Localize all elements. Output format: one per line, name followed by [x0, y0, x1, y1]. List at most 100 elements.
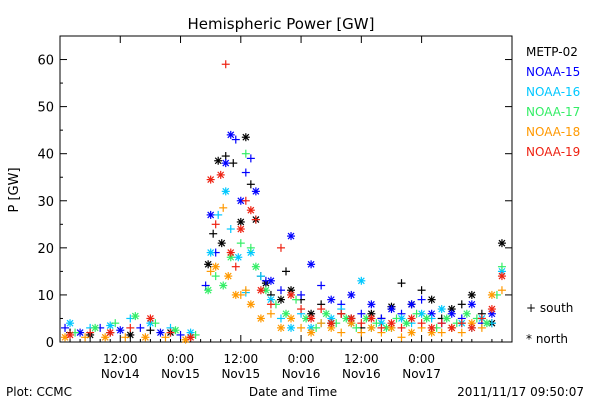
data-point-south	[276, 243, 285, 252]
x-tick-time-label: 0:00	[167, 352, 194, 366]
marker-legend-south: + south	[526, 301, 573, 315]
data-point-north	[141, 333, 150, 342]
y-tick-label: 40	[37, 148, 54, 163]
plot-frame	[59, 35, 513, 343]
data-point-south	[241, 196, 250, 205]
data-point-north	[407, 314, 416, 323]
data-point-south	[457, 319, 466, 328]
data-point-north	[347, 314, 356, 323]
data-point-north	[276, 323, 285, 332]
data-point-north	[241, 133, 250, 142]
data-point-north	[367, 314, 376, 323]
data-point-south	[151, 319, 160, 328]
data-point-south	[397, 333, 406, 342]
legend-entry: NOAA-16	[526, 85, 580, 99]
data-point-south	[317, 319, 326, 328]
y-tick-label: 60	[37, 54, 54, 69]
data-point-north	[66, 330, 75, 339]
data-point-south	[246, 180, 255, 189]
data-point-south	[337, 328, 346, 337]
data-point-south	[292, 295, 301, 304]
data-point-south	[477, 323, 486, 332]
data-point-north	[186, 333, 195, 342]
data-point-north	[276, 295, 285, 304]
data-point-south	[337, 309, 346, 318]
data-point-south	[166, 328, 175, 337]
data-point-south	[357, 309, 366, 318]
data-point-north	[407, 328, 416, 337]
data-point-north	[427, 295, 436, 304]
data-point-north	[442, 314, 451, 323]
data-point-north	[131, 312, 140, 321]
data-point-south	[497, 286, 506, 295]
y-tick-label: 50	[37, 101, 54, 116]
data-point-north	[287, 290, 296, 299]
data-point-south	[397, 279, 406, 288]
x-tick-time-label: 0:00	[288, 352, 315, 366]
data-point-south	[377, 323, 386, 332]
data-point-north	[251, 262, 260, 271]
data-point-north	[422, 314, 431, 323]
data-point-north	[487, 305, 496, 314]
data-point-north	[206, 210, 215, 219]
data-point-south	[297, 290, 306, 299]
data-point-south	[61, 323, 70, 332]
y-tick-label: 20	[37, 242, 54, 257]
data-point-south	[437, 319, 446, 328]
data-point-south	[214, 210, 223, 219]
legend-entry: METP-02	[526, 45, 578, 59]
data-point-south	[176, 330, 185, 339]
chart-title: Hemispheric Power [GW]	[188, 15, 375, 33]
data-point-south	[282, 267, 290, 276]
data-point-south	[231, 135, 240, 144]
data-point-south	[372, 319, 381, 328]
data-point-south	[417, 295, 426, 304]
data-point-north	[226, 130, 235, 139]
data-point-south	[126, 323, 135, 332]
data-point-north	[204, 286, 213, 295]
data-point-north	[221, 159, 230, 168]
data-point-south	[236, 290, 245, 299]
data-point-north	[447, 323, 456, 332]
data-point-north	[387, 305, 396, 314]
x-tick-date-label: Nov16	[342, 367, 381, 381]
data-point-north	[246, 300, 255, 309]
data-point-south	[397, 323, 406, 332]
data-point-north	[236, 217, 245, 226]
legend-entry: NOAA-19	[526, 145, 580, 159]
data-point-north	[387, 319, 396, 328]
data-point-north	[146, 314, 155, 323]
data-point-north	[437, 305, 446, 314]
data-point-south	[221, 60, 230, 69]
data-point-south	[417, 319, 426, 328]
data-point-north	[447, 309, 456, 318]
x-tick-date-label: Nov14	[101, 367, 140, 381]
data-point-north	[367, 323, 376, 332]
data-point-south	[231, 262, 240, 271]
data-point-north	[497, 239, 506, 248]
data-point-south	[497, 262, 506, 271]
data-point-north	[236, 196, 245, 205]
data-point-south	[86, 328, 95, 337]
footer-timestamp: 2011/11/17 09:50:07	[457, 385, 584, 399]
data-point-north	[327, 319, 336, 328]
y-axis-label: P [GW]	[7, 167, 22, 212]
data-point-north	[327, 295, 336, 304]
data-point-south	[219, 203, 228, 212]
data-point-south	[221, 152, 230, 161]
data-point-south	[297, 323, 306, 332]
data-point-south	[81, 333, 90, 342]
data-point-south	[457, 300, 466, 309]
data-point-north	[487, 290, 496, 299]
data-point-south	[246, 154, 255, 163]
data-point-north	[66, 319, 75, 328]
data-point-north	[236, 225, 245, 234]
data-point-north	[266, 276, 275, 285]
data-point-south	[417, 286, 426, 295]
data-point-north	[156, 328, 165, 337]
data-point-south	[111, 319, 120, 328]
data-point-north	[214, 156, 223, 165]
data-point-north	[231, 290, 240, 299]
data-point-north	[322, 309, 331, 318]
